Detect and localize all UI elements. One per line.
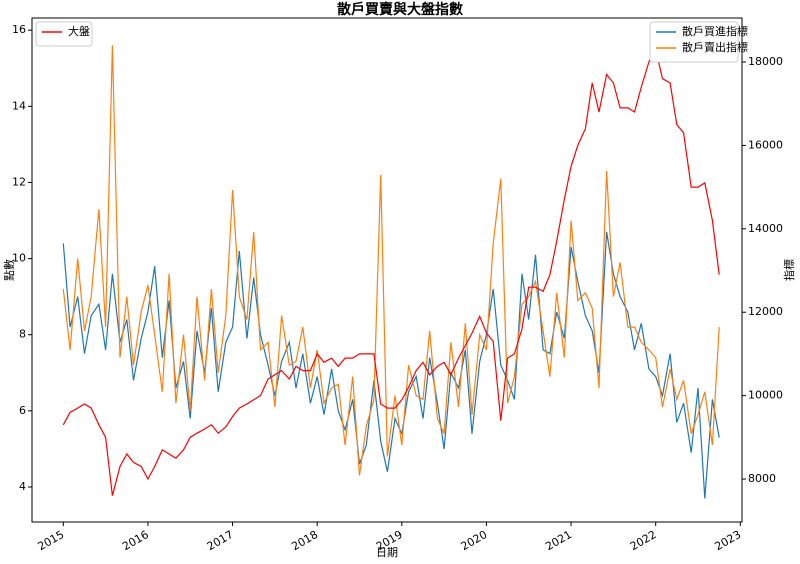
series-line [62, 47, 720, 496]
x-axis-label: 日期 [376, 546, 398, 559]
y2-tick-label: 16000 [748, 138, 783, 151]
x-tick-label: 2022 [628, 528, 659, 553]
y-axis-label: 點數 [3, 259, 16, 281]
legend-label: 散戶買進指標 [682, 24, 748, 38]
x-tick-label: 2018 [289, 528, 320, 553]
series-line [62, 45, 720, 476]
y-tick-label: 8 [19, 328, 26, 341]
legend-label: 散戶賣出指標 [682, 40, 748, 54]
y-tick-label: 14 [12, 99, 26, 112]
x-tick-label: 2016 [120, 528, 151, 553]
plot-frame [31, 17, 743, 523]
x-tick-label: 2020 [459, 528, 490, 553]
y-tick-label: 4 [19, 480, 26, 493]
y2-tick-label: 14000 [748, 222, 783, 235]
y-tick-label: 6 [19, 404, 26, 417]
y-tick-label: 10 [12, 252, 26, 265]
x-tick-label: 2021 [543, 528, 574, 553]
chart-title: 散戶買賣與大盤指數 [337, 1, 463, 18]
y2-tick-label: 18000 [748, 55, 783, 68]
x-tick-label: 2023 [713, 528, 744, 553]
y2-tick-label: 8000 [748, 472, 776, 485]
y2-tick-label: 10000 [748, 389, 783, 402]
legend-box [35, 21, 93, 47]
x-tick-label: 2015 [36, 528, 67, 553]
y-tick-label: 12 [12, 175, 26, 188]
y-tick-label: 16 [12, 23, 26, 36]
legend-label: 大盤 [68, 24, 90, 38]
y2-axis-label: 指標 [782, 259, 796, 281]
x-tick-label: 2017 [205, 528, 236, 553]
y2-tick-label: 12000 [748, 305, 783, 318]
